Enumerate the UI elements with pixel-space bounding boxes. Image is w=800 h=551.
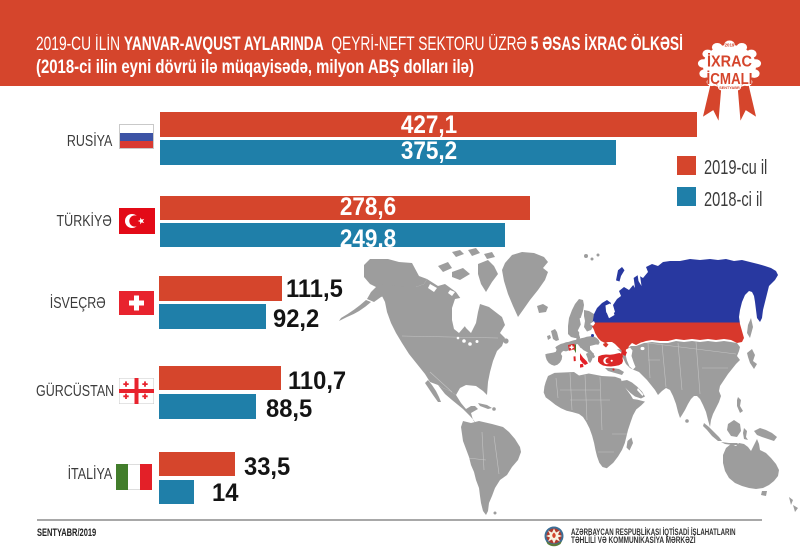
svg-text:İXRAC: İXRAC (707, 53, 752, 71)
svg-text:SENTYABR: SENTYABR (719, 86, 740, 90)
svg-text:2019: 2019 (725, 43, 735, 48)
svg-text:İCMALI: İCMALI (707, 70, 753, 88)
